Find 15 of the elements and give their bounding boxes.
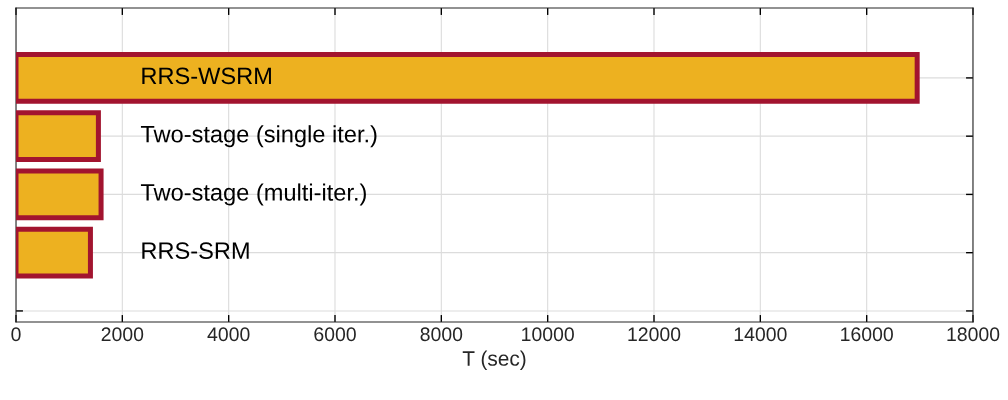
x-axis-title: T (sec)	[462, 350, 526, 370]
x-tick-label: 4000	[207, 327, 250, 342]
y-tick-label: Two-stage (single iter.)	[140, 125, 377, 148]
x-tick-label: 6000	[314, 327, 356, 342]
x-tick-label: 2000	[101, 327, 144, 342]
x-tick-label: 14000	[734, 327, 787, 342]
y-tick-label: RRS-WSRM	[142, 67, 271, 85]
x-tick-label: 8000	[420, 327, 463, 342]
y-tick-label: RRS-SRM	[142, 242, 249, 260]
x-tick-label: 18000	[947, 327, 1000, 342]
x-tick-label: 16000	[841, 327, 893, 342]
x-tick-label: 12000	[628, 327, 681, 342]
x-tick-label: 0	[11, 327, 21, 342]
y-tick-label: Two-stage (multi-iter.)	[140, 183, 366, 206]
x-tick-label: 10000	[522, 327, 574, 342]
